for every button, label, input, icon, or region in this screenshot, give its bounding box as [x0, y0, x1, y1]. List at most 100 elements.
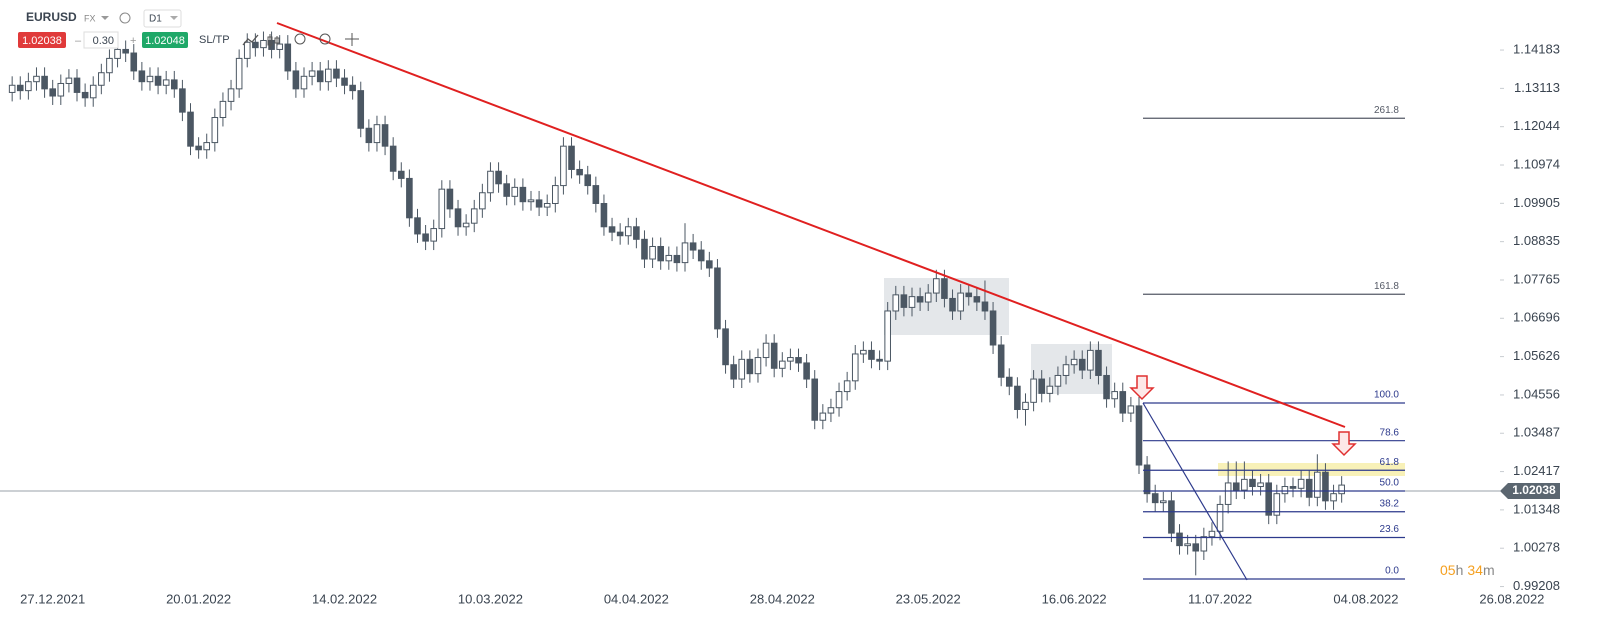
info-icon[interactable] — [119, 12, 131, 24]
candle-body — [235, 57, 243, 90]
x-tick-label: 27.12.2021 — [20, 591, 85, 606]
candle-body — [511, 186, 519, 197]
dropdown — [170, 16, 178, 20]
candle-icon[interactable] — [267, 34, 280, 48]
candle-body — [592, 185, 600, 204]
candle-body — [381, 124, 389, 147]
sell-button[interactable] — [18, 32, 66, 48]
resistance-zone — [1218, 463, 1405, 476]
candle-body — [1119, 391, 1127, 414]
dropdown[interactable] — [101, 16, 109, 20]
y-tick-label: 1.03487 — [1513, 425, 1560, 440]
candle-body — [560, 145, 567, 187]
candle-body — [1314, 471, 1321, 498]
candle-body — [543, 202, 551, 208]
y-tick-label: 0.99208 — [1513, 578, 1560, 593]
fib-label: 61.8 — [1380, 457, 1400, 468]
candle-body — [1322, 471, 1329, 502]
sltp-button[interactable]: SL/TP — [199, 34, 230, 46]
candle-body — [868, 349, 875, 360]
plus[interactable]: + — [130, 35, 136, 47]
candle-body — [1168, 500, 1175, 534]
candle-body — [787, 357, 794, 362]
candle-body — [616, 231, 624, 237]
candle-body — [981, 301, 989, 312]
y-tick-label: 1.01348 — [1513, 501, 1560, 516]
candle-body — [333, 68, 340, 79]
candle-body — [835, 391, 843, 409]
symbol[interactable]: EURUSD — [26, 10, 77, 24]
candle-body — [41, 75, 48, 90]
candle-body — [941, 278, 948, 299]
candle-body — [211, 117, 219, 144]
x-tick-label: 11.07.2022 — [1188, 591, 1252, 606]
candle-body — [16, 84, 24, 92]
candle-body — [624, 226, 632, 237]
candle-body — [195, 145, 202, 151]
spread: 0.30 — [93, 35, 114, 47]
candle-body — [495, 170, 502, 185]
candle-body — [98, 72, 105, 86]
candle-body — [527, 199, 535, 203]
candle-body — [535, 199, 543, 208]
y-tick-label: 1.06696 — [1513, 310, 1560, 325]
fib-label: 50.0 — [1380, 478, 1400, 489]
candle-body — [389, 145, 397, 172]
candle-body — [1232, 482, 1240, 491]
candle-body — [260, 39, 267, 49]
pan-icon[interactable] — [345, 33, 359, 46]
x-tick-label: 04.04.2022 — [604, 591, 669, 606]
candle-body — [949, 297, 956, 312]
candle-body — [1103, 374, 1110, 400]
fib-label: 78.6 — [1380, 427, 1400, 438]
candle-body — [8, 84, 16, 93]
interval-select[interactable] — [143, 9, 182, 28]
candle-body — [1208, 530, 1216, 538]
zoom-in[interactable] — [319, 33, 331, 45]
candle-body — [738, 358, 746, 380]
candle-body — [1005, 376, 1013, 387]
candle-body — [673, 254, 681, 264]
candle-body — [446, 188, 454, 210]
fib-label: 261.8 — [1374, 105, 1399, 116]
candle-body — [503, 183, 510, 197]
current-price: 1.02038 — [1512, 483, 1556, 497]
candle-body — [819, 412, 827, 421]
zoom-out[interactable] — [294, 33, 306, 45]
x-tick-label: 26.08.2022 — [1479, 591, 1544, 606]
volume-input[interactable] — [83, 31, 119, 49]
market: FX — [84, 13, 96, 23]
x-tick-label: 14.02.2022 — [312, 591, 377, 606]
candle-body — [1046, 385, 1054, 394]
buy-button[interactable] — [142, 32, 188, 48]
candle-body — [730, 364, 737, 380]
interval: D1 — [149, 14, 162, 25]
candle-body — [568, 145, 575, 170]
down-arrow — [1129, 375, 1155, 401]
line-chart-icon[interactable] — [242, 34, 259, 46]
candle-body — [1038, 378, 1046, 394]
candle-body — [697, 249, 705, 262]
candle-body — [57, 82, 65, 97]
minus[interactable]: – — [75, 35, 82, 47]
x-tick-label: 20.01.2022 — [166, 591, 231, 606]
candle-body — [1281, 486, 1289, 495]
candle-body — [665, 254, 673, 262]
y-tick-label: 1.04556 — [1513, 386, 1560, 401]
candle-body — [325, 68, 332, 83]
candle-body — [1111, 391, 1118, 400]
candle-body — [916, 296, 924, 303]
candle-body — [1087, 349, 1094, 371]
candle-body — [106, 57, 113, 74]
candle-body — [770, 342, 778, 369]
candle-body — [957, 292, 964, 312]
candle-body — [114, 48, 121, 59]
candle-body — [876, 358, 883, 362]
candle-body — [219, 100, 227, 119]
candle-body — [1078, 358, 1086, 371]
candle-body — [49, 88, 56, 97]
candle-body — [462, 222, 470, 228]
x-tick-label: 28.04.2022 — [750, 591, 815, 606]
candle-body — [276, 43, 283, 50]
